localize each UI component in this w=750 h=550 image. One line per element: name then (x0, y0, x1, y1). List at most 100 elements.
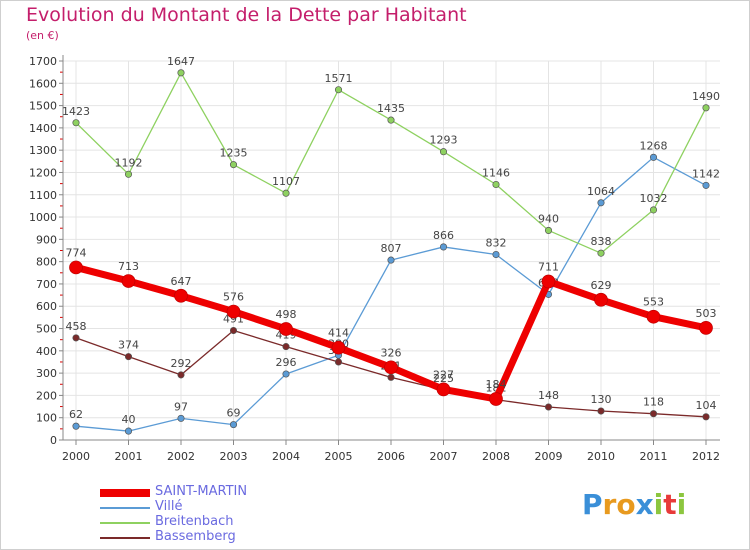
y-tick-label: 1100 (29, 189, 57, 202)
logo-letter: t (663, 488, 677, 521)
data-label-bassemberg: 374 (118, 339, 139, 352)
data-label-vill-: 866 (433, 229, 454, 242)
y-tick-label: 900 (36, 233, 57, 246)
data-label-vill-: 1064 (587, 185, 615, 198)
data-label-breitenbach: 1647 (167, 55, 195, 68)
data-point-vill- (649, 153, 658, 161)
data-label-breitenbach: 1146 (482, 167, 510, 180)
legend-swatch (100, 489, 150, 497)
data-point-vill- (439, 243, 448, 251)
x-tick-label: 2011 (640, 450, 668, 463)
data-label-vill-: 62 (69, 408, 83, 421)
data-point-breitenbach (124, 170, 133, 178)
data-point-saint-martin (331, 340, 346, 355)
data-point-bassemberg (597, 407, 605, 415)
logo-letter: i (676, 488, 687, 521)
data-label-saint-martin: 326 (381, 346, 402, 359)
data-point-saint-martin (699, 321, 713, 335)
y-tick-label: 1200 (29, 166, 57, 179)
legend-label: Villé (155, 499, 183, 514)
data-label-bassemberg: 458 (66, 320, 87, 333)
y-tick-label: 1000 (29, 211, 57, 224)
data-point-bassemberg (334, 358, 343, 366)
data-label-saint-martin: 227 (433, 368, 454, 381)
data-point-saint-martin (594, 292, 608, 307)
x-tick-label: 2010 (587, 450, 615, 463)
data-point-breitenbach (72, 119, 80, 127)
data-label-saint-martin: 184 (486, 378, 507, 391)
data-label-vill-: 807 (381, 242, 402, 255)
data-point-saint-martin (436, 382, 451, 397)
x-tick-label: 2008 (482, 450, 510, 463)
data-point-saint-martin (541, 274, 556, 289)
data-point-bassemberg (177, 371, 185, 379)
data-label-saint-martin: 713 (118, 260, 139, 273)
x-tick-label: 2004 (272, 450, 300, 463)
data-point-saint-martin (489, 392, 503, 406)
data-label-saint-martin: 498 (276, 308, 297, 321)
data-label-breitenbach: 1423 (62, 105, 90, 118)
y-tick-label: 700 (36, 278, 57, 291)
data-label-saint-martin: 576 (223, 291, 244, 304)
y-tick-label: 0 (50, 434, 57, 447)
data-point-breitenbach (387, 116, 395, 124)
data-label-vill-: 97 (174, 400, 188, 413)
data-label-bassemberg: 118 (643, 396, 664, 409)
legend-label: Breitenbach (155, 514, 234, 529)
data-label-vill-: 1142 (692, 167, 720, 180)
data-point-vill- (177, 414, 185, 422)
logo-letter: r (602, 488, 617, 521)
data-point-breitenbach (177, 69, 185, 77)
data-point-vill- (229, 421, 238, 429)
data-point-bassemberg (702, 413, 710, 421)
data-point-breitenbach (649, 206, 658, 214)
chart-unit: (en €) (26, 29, 59, 42)
logo-letter: x (635, 488, 654, 521)
data-label-breitenbach: 1435 (377, 102, 405, 115)
data-point-breitenbach (702, 104, 710, 112)
y-tick-label: 800 (36, 256, 57, 269)
data-point-saint-martin (279, 322, 293, 336)
data-point-bassemberg (229, 326, 238, 335)
data-label-bassemberg: 148 (538, 389, 559, 402)
data-label-saint-martin: 503 (696, 307, 717, 320)
data-point-saint-martin (69, 260, 83, 275)
data-label-breitenbach: 1293 (430, 134, 458, 147)
x-tick-label: 2012 (692, 450, 720, 463)
y-tick-label: 1300 (29, 144, 57, 157)
data-label-breitenbach: 940 (538, 212, 559, 225)
x-tick-label: 2007 (430, 450, 458, 463)
data-point-saint-martin (121, 274, 136, 288)
data-point-vill- (492, 250, 500, 259)
data-label-vill-: 296 (276, 356, 297, 369)
data-label-saint-martin: 647 (171, 275, 192, 288)
y-tick-label: 300 (36, 367, 57, 380)
data-label-bassemberg: 292 (171, 357, 192, 370)
data-point-vill- (124, 427, 133, 435)
data-point-breitenbach (229, 161, 238, 169)
data-point-breitenbach (334, 86, 343, 94)
x-tick-label: 2002 (167, 450, 195, 463)
x-tick-label: 2001 (115, 450, 143, 463)
y-tick-label: 1500 (29, 100, 57, 113)
data-label-saint-martin: 414 (328, 327, 349, 340)
data-label-bassemberg: 104 (696, 399, 717, 412)
data-label-breitenbach: 1571 (325, 72, 353, 85)
data-label-breitenbach: 1192 (115, 156, 143, 169)
data-point-saint-martin (384, 360, 398, 375)
data-point-breitenbach (544, 226, 553, 234)
data-point-bassemberg (124, 353, 133, 361)
y-tick-label: 1600 (29, 77, 57, 90)
x-tick-label: 2006 (377, 450, 405, 463)
data-label-bassemberg: 130 (591, 393, 612, 406)
data-label-saint-martin: 629 (591, 279, 612, 292)
legend-label: SAINT-MARTIN (155, 484, 248, 499)
data-point-bassemberg (282, 343, 290, 351)
legend-swatch (100, 507, 150, 509)
data-point-breitenbach (439, 148, 448, 156)
data-point-bassemberg (387, 373, 395, 381)
legend-swatch (100, 522, 150, 524)
x-tick-label: 2000 (62, 450, 90, 463)
x-tick-label: 2003 (220, 450, 248, 463)
data-point-bassemberg (544, 403, 553, 411)
